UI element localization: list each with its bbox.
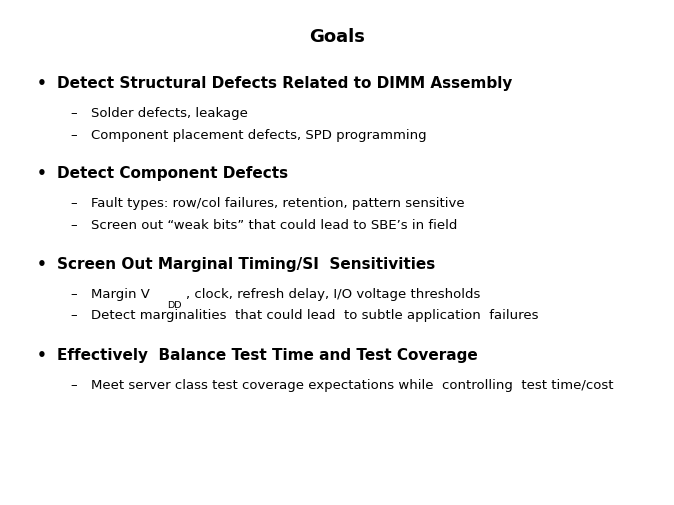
- Text: •: •: [37, 166, 47, 181]
- Text: Margin V: Margin V: [91, 287, 150, 300]
- Text: Solder defects, leakage: Solder defects, leakage: [91, 107, 248, 120]
- Text: –: –: [71, 378, 78, 391]
- Text: Goals: Goals: [309, 28, 365, 46]
- Text: Screen out “weak bits” that could lead to SBE’s in field: Screen out “weak bits” that could lead t…: [91, 218, 458, 231]
- Text: –: –: [71, 128, 78, 141]
- Text: Detect Component Defects: Detect Component Defects: [57, 166, 288, 181]
- Text: •: •: [37, 76, 47, 91]
- Text: Screen Out Marginal Timing/SI  Sensitivities: Screen Out Marginal Timing/SI Sensitivit…: [57, 256, 435, 271]
- Text: –: –: [71, 287, 78, 300]
- Text: Component placement defects, SPD programming: Component placement defects, SPD program…: [91, 128, 427, 141]
- Text: , clock, refresh delay, I/O voltage thresholds: , clock, refresh delay, I/O voltage thre…: [185, 287, 480, 300]
- Text: –: –: [71, 197, 78, 210]
- Text: –: –: [71, 309, 78, 322]
- Text: Meet server class test coverage expectations while  controlling  test time/cost: Meet server class test coverage expectat…: [91, 378, 613, 391]
- Text: –: –: [71, 218, 78, 231]
- Text: Effectively  Balance Test Time and Test Coverage: Effectively Balance Test Time and Test C…: [57, 347, 478, 362]
- Text: Detect marginalities  that could lead  to subtle application  failures: Detect marginalities that could lead to …: [91, 309, 539, 322]
- Text: Fault types: row/col failures, retention, pattern sensitive: Fault types: row/col failures, retention…: [91, 197, 464, 210]
- Text: •: •: [37, 256, 47, 271]
- Text: Detect Structural Defects Related to DIMM Assembly: Detect Structural Defects Related to DIM…: [57, 76, 513, 91]
- Text: DD: DD: [167, 300, 181, 310]
- Text: –: –: [71, 107, 78, 120]
- Text: •: •: [37, 347, 47, 362]
